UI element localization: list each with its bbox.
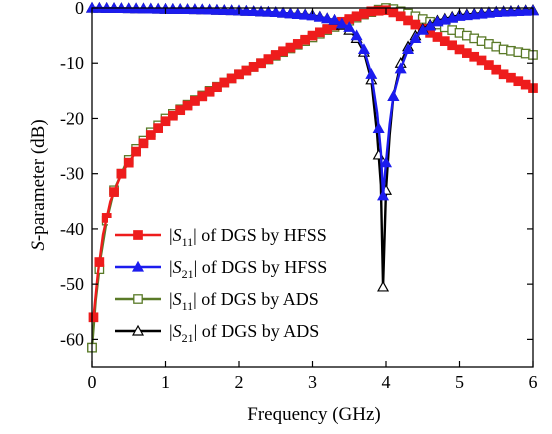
data-point: [225, 4, 238, 16]
data-point: [387, 90, 400, 101]
data-point: [321, 12, 334, 24]
data-point: [377, 189, 390, 201]
data-point: [203, 3, 216, 15]
y-tick-label: -20: [60, 108, 84, 128]
data-point: [379, 156, 393, 168]
legend-entry: |S21| of DGS by HFSS: [115, 257, 327, 281]
legend-label: |S21| of DGS by HFSS: [169, 257, 327, 281]
legend-entry: |S11| of DGS by ADS: [115, 289, 319, 313]
data-point: [116, 168, 127, 179]
data-point: [218, 4, 231, 15]
data-point: [153, 123, 163, 133]
data-point: [188, 3, 201, 15]
data-point: [123, 157, 134, 168]
data-point: [88, 312, 99, 323]
data-point: [166, 2, 179, 14]
data-point: [350, 29, 363, 41]
x-axis-label: Frequency (GHz): [247, 404, 380, 425]
legend: |S11| of DGS by HFSS |S21| of DGS by HFSS…: [108, 218, 374, 346]
data-point: [167, 110, 178, 121]
data-point: [328, 13, 341, 25]
data-point: [504, 5, 517, 17]
data-point: [313, 10, 326, 22]
data-point: [109, 187, 119, 197]
x-tick-label: 0: [88, 372, 97, 392]
data-point: [377, 280, 390, 292]
data-point: [277, 6, 290, 18]
data-point: [306, 9, 319, 21]
data-point: [255, 5, 268, 17]
y-tick-label: -60: [60, 329, 84, 349]
legend-label: |S21| of DGS by ADS: [169, 321, 319, 345]
legend-label: |S11| of DGS by HFSS: [169, 225, 327, 249]
data-point: [133, 294, 143, 304]
y-axis-label-symbol: S: [28, 241, 49, 251]
data-point: [131, 324, 145, 336]
data-point: [160, 116, 171, 127]
legend-box: [108, 218, 374, 346]
data-point: [247, 5, 260, 17]
data-point: [181, 3, 194, 15]
data-point: [101, 213, 112, 223]
y-tick-label: -10: [60, 53, 84, 73]
data-point: [133, 230, 143, 240]
data-point: [372, 122, 385, 134]
data-point: [131, 146, 141, 157]
data-point: [335, 17, 348, 29]
series-0: [88, 5, 538, 323]
data-point: [291, 8, 304, 20]
data-point: [131, 260, 145, 272]
legend-label: |S11| of DGS by ADS: [169, 289, 319, 313]
data-point: [196, 3, 209, 15]
x-tick-label: 4: [382, 372, 391, 392]
data-point: [174, 3, 187, 14]
y-tick-label: 0: [75, 0, 84, 18]
data-point: [512, 5, 525, 17]
y-tick-label: -40: [60, 219, 84, 239]
data-point: [269, 6, 282, 18]
data-point: [402, 43, 415, 55]
data-point: [240, 4, 253, 16]
data-point: [94, 257, 105, 267]
data-point: [210, 3, 223, 15]
legend-entry: |S11| of DGS by HFSS: [115, 225, 327, 249]
y-tick-label: -30: [60, 164, 84, 184]
data-point: [284, 7, 297, 19]
y-axis-label: S-parameter (dB): [28, 119, 49, 250]
data-point: [262, 5, 275, 17]
data-point: [299, 8, 312, 20]
data-point: [497, 5, 510, 17]
data-point: [409, 32, 422, 43]
data-point: [343, 21, 356, 32]
data-point: [365, 68, 378, 79]
legend-entry: |S21| of DGS by ADS: [115, 321, 319, 345]
data-point: [138, 138, 149, 149]
data-point: [145, 130, 156, 140]
axes: 0 1 2 3 4 5 6 0 -10 -20 -30 -40 -50 -60: [60, 0, 538, 392]
x-tick-label: 5: [455, 372, 464, 392]
data-point: [357, 43, 370, 55]
x-tick-label: 6: [529, 372, 538, 392]
data-point: [519, 4, 532, 16]
y-axis-label-text: -parameter (dB): [28, 119, 49, 241]
data-point: [394, 62, 407, 74]
x-tick-label: 3: [308, 372, 317, 392]
data-point: [490, 6, 503, 18]
x-tick-label: 2: [235, 372, 244, 392]
y-tick-label: -50: [60, 274, 84, 294]
x-tick-label: 1: [161, 372, 170, 392]
